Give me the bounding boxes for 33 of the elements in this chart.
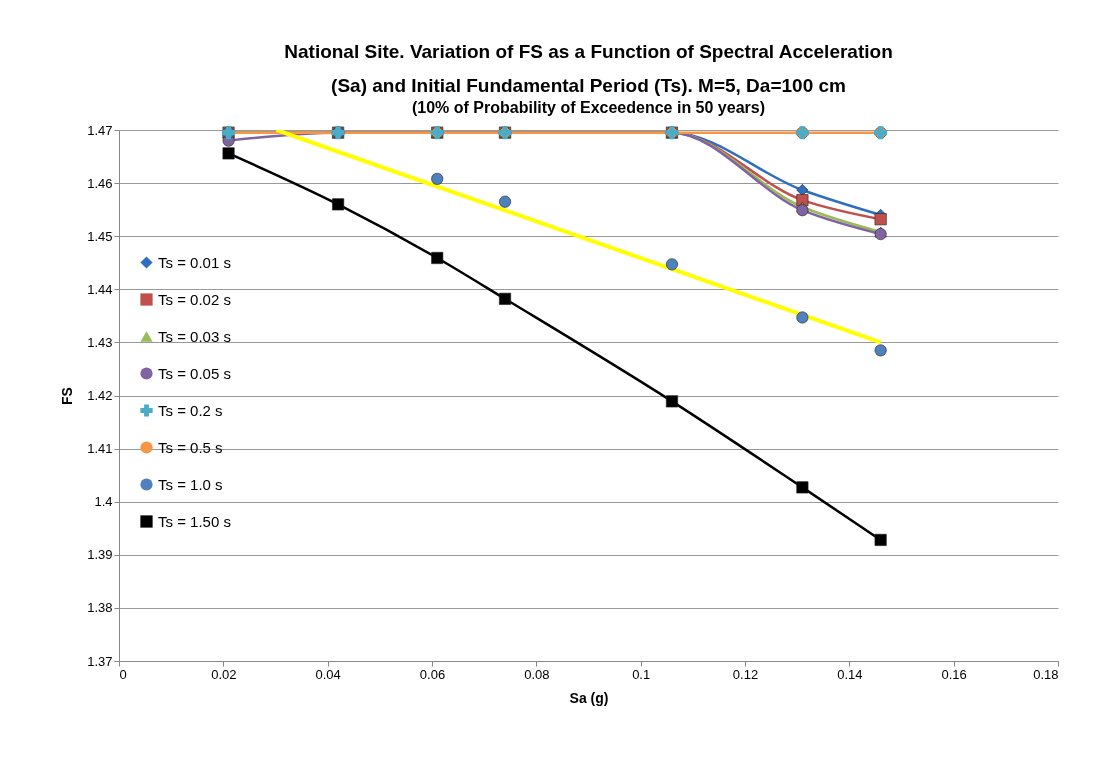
y-tick-label: 1.42 xyxy=(87,388,113,403)
y-tick-label: 1.43 xyxy=(87,334,113,350)
y-tick-label: 1.44 xyxy=(87,281,113,297)
legend-label: Ts = 0.2 s xyxy=(158,401,223,419)
y-tick-label: 1.4 xyxy=(94,494,113,510)
x-tick-label: 0.14 xyxy=(837,666,863,682)
x-tick-label: 0.04 xyxy=(315,666,341,682)
x-tick-label: 0.08 xyxy=(524,666,550,682)
legend-label: Ts = 0.02 s xyxy=(158,290,231,308)
x-tick-label: 0.12 xyxy=(732,666,759,682)
legend-label: Ts = 0.01 s xyxy=(158,253,231,271)
chart-subtitle: (10% of Probability of Exceedence in 50 years) xyxy=(411,99,766,116)
x-tick-label: 0.02 xyxy=(211,666,237,682)
y-tick-label: 1.37 xyxy=(87,653,113,669)
y-tick-label: 1.46 xyxy=(87,175,113,191)
y-tick-label: 1.41 xyxy=(87,441,113,457)
y-tick-label: 1.47 xyxy=(87,122,113,138)
x-tick-label: 0.16 xyxy=(941,666,967,682)
legend-label: Ts = 1.50 s xyxy=(158,512,231,530)
y-tick-label: 1.39 xyxy=(87,547,113,563)
legend-label: Ts = 1.0 s xyxy=(158,475,223,493)
y-axis-title: FS xyxy=(59,387,76,405)
legend-label: Ts = 0.5 s xyxy=(158,438,223,456)
x-axis-title: Sa (g) xyxy=(569,689,609,706)
x-tick-label: 0.06 xyxy=(419,666,446,682)
chart-title: National Site. Variation of FS as a Function of Spectral Acceleration (Sa) and Initial Fundamental Period (Ts). M=5, Da=100 cm xyxy=(284,41,893,96)
x-tick-label: 0.18 xyxy=(1033,666,1059,682)
y-tick-label: 1.38 xyxy=(87,600,113,616)
x-tick-label: 0.1 xyxy=(632,666,651,682)
legend-label: Ts = 0.05 s xyxy=(158,364,231,382)
legend-label: Ts = 0.03 s xyxy=(158,327,231,345)
x-tick-label: 0 xyxy=(119,666,127,682)
y-tick-label: 1.45 xyxy=(87,228,113,244)
